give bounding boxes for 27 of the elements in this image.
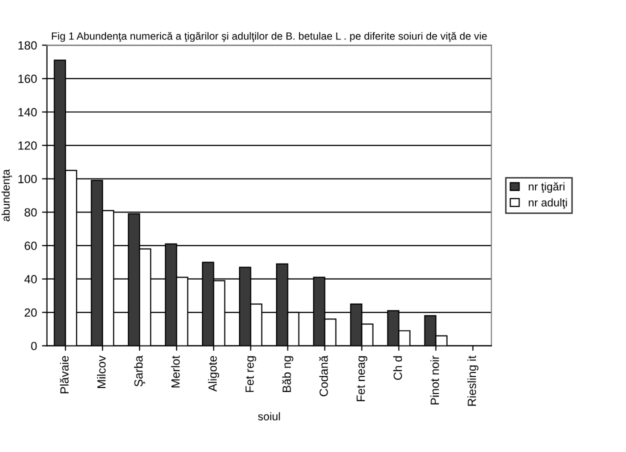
x-tick-label: Plăvaie <box>60 356 69 394</box>
x-tick-label: Băb ng <box>282 356 294 392</box>
y-axis-title: abundenţa <box>2 169 12 222</box>
y-tick-label: 100 <box>18 174 37 184</box>
legend-label: nr ţigări <box>528 182 564 193</box>
y-tick-label: 0 <box>31 342 37 350</box>
chart-title: Fig 1 Abundenţa numerică a ţigărilor şi adulţilor de B. betulae L . pe diferite soiuri de viţă de vie <box>52 32 487 42</box>
x-tick-label: Fet reg <box>246 356 256 392</box>
x-tick-label: Ch d <box>393 356 402 380</box>
y-tick-label: 20 <box>24 308 37 317</box>
y-tick-label: 140 <box>18 108 37 116</box>
x-tick-label: Riesling it <box>467 356 478 406</box>
x-tick-label: Pinot noir <box>430 356 440 404</box>
y-tick-label: 80 <box>24 208 37 217</box>
y-tick-label: 60 <box>24 242 37 250</box>
x-tick-label: Şarba <box>134 356 146 386</box>
x-axis-title: soiul <box>258 412 280 420</box>
x-tick-label: Milcov <box>97 356 106 388</box>
x-tick-label: Codană <box>319 356 328 396</box>
y-tick-label: 40 <box>24 275 37 284</box>
x-tick-label: Fet neag <box>356 356 368 402</box>
x-tick-label: Merlot <box>171 356 180 388</box>
y-tick-label: 160 <box>18 74 37 83</box>
x-tick-label: Aligote <box>208 356 220 392</box>
y-tick-label: 120 <box>18 141 37 150</box>
y-tick-label: 180 <box>18 41 37 50</box>
legend-label: nr adulţi <box>528 198 567 209</box>
